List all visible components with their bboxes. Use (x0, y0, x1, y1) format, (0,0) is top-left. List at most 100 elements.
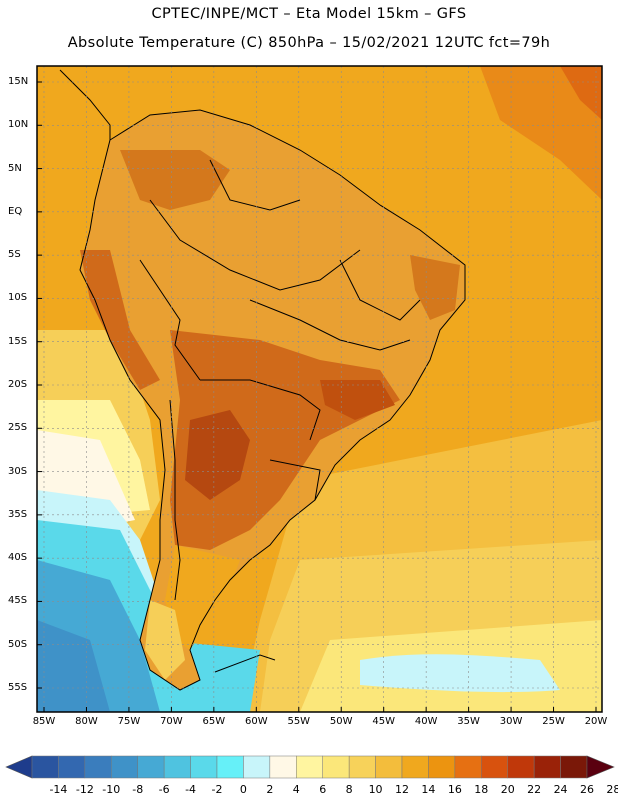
land-hot-northeast-brazil (410, 255, 460, 320)
colorbar (5, 755, 615, 779)
border-amazon-north (149, 199, 361, 291)
title-line-2: Absolute Temperature (C) 850hPa – 15/02/… (67, 35, 551, 51)
border-brazil-states-central (249, 299, 411, 351)
colorbar-label: 4 (292, 783, 300, 796)
lon-label: 85W (32, 716, 56, 727)
lon-label: 35W (457, 716, 480, 727)
lon-label: 45W (372, 716, 395, 727)
colorbar-label: -6 (158, 783, 170, 796)
colorbar-label: 20 (500, 783, 515, 796)
map-frame (36, 65, 603, 713)
colorbar-swatch (269, 755, 297, 779)
lon-label: 25W (542, 716, 565, 727)
lon-label: 20W (584, 716, 608, 727)
coastline-falklands (214, 654, 276, 673)
land-patagonia-mild (165, 545, 240, 650)
colorbar-label: 2 (266, 783, 274, 796)
colorbar-label: -14 (49, 783, 68, 796)
colorbar-label: 28 (606, 783, 618, 796)
lon-label: 30W (499, 716, 523, 727)
colorbar-label: 6 (319, 783, 327, 796)
colorbar-swatch (243, 755, 271, 779)
colorbar-swatch (428, 755, 456, 779)
ocean-southwest-cold (37, 620, 110, 712)
lon-label: 60W (244, 716, 268, 727)
colorbar-label: 22 (527, 783, 542, 796)
colorbar-label: 16 (447, 783, 462, 796)
ocean-cold-patch (360, 654, 560, 693)
colorbar-label: 12 (395, 783, 409, 796)
colorbar-label: -10 (102, 783, 121, 796)
colorbar-arrow-high (586, 755, 615, 779)
lat-label: 15N (8, 76, 29, 87)
border-uruguay (269, 459, 321, 501)
lon-label: 70W (160, 716, 183, 727)
coastline-south-america (79, 109, 466, 691)
colorbar-label: 8 (345, 783, 353, 796)
lat-label: 40S (8, 552, 28, 564)
colorbar-swatch (84, 755, 112, 779)
colorbar-swatch (137, 755, 165, 779)
border-brazil-states-north (339, 259, 421, 321)
border-guianas (209, 159, 301, 211)
colorbar-swatch (401, 755, 429, 779)
land-south-chile-cool (145, 600, 185, 680)
colorbar-label: -12 (75, 783, 94, 796)
lat-label: 5S (8, 249, 21, 261)
lon-label: 55W (287, 716, 311, 727)
border-peru-bolivia (139, 259, 201, 381)
colorbar-swatch (31, 755, 59, 779)
lon-label: 65W (202, 716, 226, 727)
lon-label: 75W (117, 716, 141, 727)
lat-label: 25S (8, 422, 28, 434)
lat-label: EQ (8, 205, 23, 217)
colorbar-label: 0 (239, 783, 247, 796)
colorbar-label: 26 (580, 783, 594, 796)
lat-label: 45S (8, 595, 28, 607)
colorbar-label: -4 (185, 783, 197, 796)
colorbar-swatch (348, 755, 376, 779)
border-paraguay-brazil (200, 379, 321, 441)
colorbar-swatch (454, 755, 482, 779)
border-chile-argentina (169, 399, 181, 601)
colorbar-label: -8 (132, 783, 144, 796)
lat-label: 10N (8, 119, 29, 131)
colorbar-label: 10 (368, 783, 383, 796)
colorbar-swatch (375, 755, 403, 779)
colorbar-label: 24 (553, 783, 568, 796)
colorbar-swatch (322, 755, 350, 779)
lat-label: 10S (8, 292, 28, 304)
land-hot-venezuela (120, 150, 230, 210)
axis-ticks (37, 81, 597, 712)
colorbar-swatch (163, 755, 191, 779)
lon-label: 50W (329, 716, 353, 727)
lat-label: 55S (8, 682, 28, 693)
colorbar-arrow-low (5, 755, 33, 779)
graticule (37, 66, 602, 712)
colorbar-swatch (216, 755, 244, 779)
colorbar-swatch (190, 755, 218, 779)
lon-label: 80W (75, 716, 98, 727)
colorbar-swatch (560, 755, 588, 779)
lat-label: 5N (8, 162, 22, 174)
land-hot-southeast-brazil (320, 380, 395, 420)
lat-label: 20S (8, 379, 28, 390)
lat-label: 50S (8, 638, 28, 650)
lon-label: 40W (414, 716, 438, 727)
colorbar-label: -2 (211, 783, 223, 796)
land-hottest-chaco (185, 410, 250, 500)
colorbar-swatch (481, 755, 508, 779)
colorbar-label: 18 (474, 783, 489, 796)
lat-label: 15S (8, 335, 28, 347)
lat-label: 30S (8, 465, 28, 477)
coastline-central-america (59, 69, 111, 140)
ocean-northeast-hot (560, 66, 602, 120)
colorbar-swatch (111, 755, 138, 779)
colorbar-swatch (296, 755, 323, 779)
lat-label: 35S (8, 508, 28, 520)
land-hot-peru-coast (80, 250, 160, 390)
colorbar-swatch (58, 755, 86, 779)
title-line-1: CPTEC/INPE/MCT – Eta Model 15km – GFS (151, 6, 467, 22)
ocean-northeast-warm (480, 66, 602, 200)
